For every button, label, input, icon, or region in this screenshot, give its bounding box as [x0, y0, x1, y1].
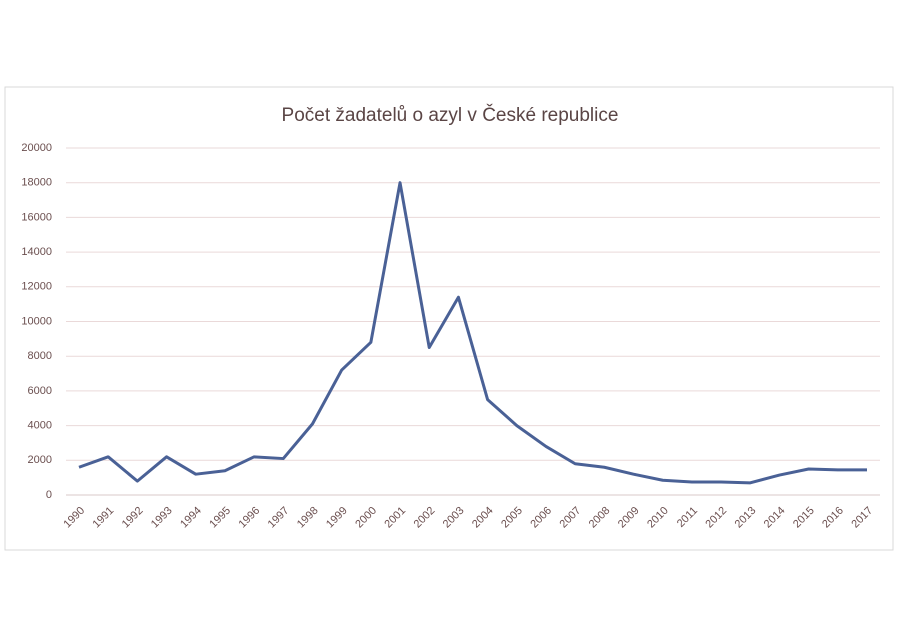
y-tick-label: 20000	[21, 142, 52, 154]
y-tick-label: 2000	[28, 454, 52, 466]
chart-title: Počet žadatelů o azyl v České republice	[282, 104, 619, 126]
y-tick-label: 12000	[21, 281, 52, 293]
y-tick-label: 8000	[28, 350, 52, 362]
y-tick-label: 4000	[28, 420, 52, 432]
y-tick-label: 16000	[21, 211, 52, 223]
y-tick-label: 0	[46, 489, 52, 501]
y-tick-label: 6000	[28, 385, 52, 397]
data-line	[78, 181, 867, 485]
y-tick-label: 10000	[21, 315, 52, 327]
y-tick-label: 18000	[21, 177, 52, 189]
chart-frame	[4, 86, 894, 551]
y-tick-label: 14000	[21, 246, 52, 258]
